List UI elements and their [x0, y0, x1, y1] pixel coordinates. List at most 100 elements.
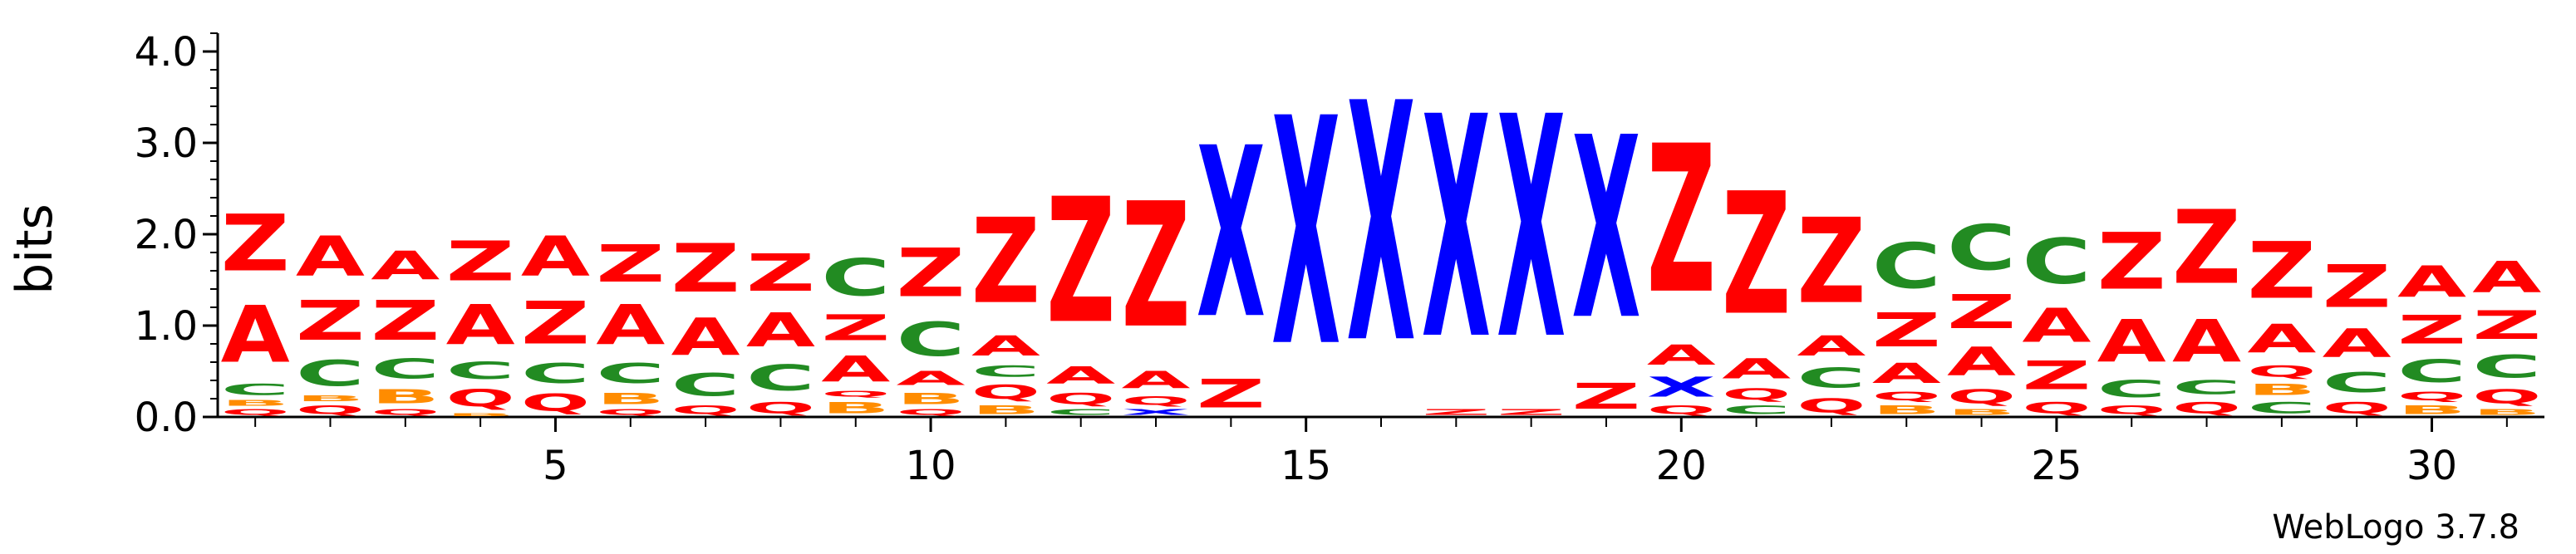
glyph-C: C: [2323, 367, 2392, 399]
glyph-Q: Q: [371, 408, 440, 417]
glyph-Q: Q: [1647, 404, 1716, 417]
glyph-C: C: [671, 367, 740, 404]
glyph-Q: Q: [296, 404, 365, 417]
stack-position-16: X: [1346, 35, 1415, 417]
glyph-Z: Z: [1422, 408, 1491, 417]
glyph-A: A: [1872, 357, 1942, 390]
weblogo-credit: WebLogo 3.7.8: [2272, 508, 2519, 547]
glyph-A: A: [1947, 340, 2016, 385]
glyph-C: C: [2397, 353, 2466, 390]
glyph-Z: Z: [2022, 353, 2091, 399]
glyph-Q: Q: [897, 408, 966, 417]
glyph-Z: Z: [1571, 376, 1640, 417]
glyph-A: A: [2172, 308, 2241, 376]
glyph-Z: Z: [746, 243, 815, 302]
glyph-Q: Q: [1046, 390, 1115, 408]
glyph-Z: Z: [671, 230, 740, 307]
glyph-B: B: [221, 399, 290, 408]
glyph-Q: Q: [2472, 385, 2541, 408]
glyph-A: A: [971, 330, 1041, 362]
glyph-Z: Z: [2097, 216, 2166, 306]
glyph-Q: Q: [2022, 399, 2091, 417]
glyph-Q: Q: [2397, 390, 2466, 403]
glyph-stacks: QBCAZQBCZAQBCZABQCAZQCZAQBCAZQCAZQCAZBQA…: [221, 35, 2542, 418]
glyph-Z: Z: [2323, 253, 2392, 321]
glyph-B: B: [2397, 404, 2466, 417]
glyph-A: A: [2472, 252, 2541, 302]
glyph-A: A: [821, 349, 890, 390]
glyph-A: A: [596, 293, 665, 357]
glyph-Z: Z: [2472, 303, 2541, 349]
x-tick-label: 30: [2406, 443, 2457, 489]
glyph-Z: Z: [521, 290, 590, 358]
glyph-Q: Q: [1797, 395, 1866, 417]
glyph-Q: Q: [2247, 362, 2316, 380]
glyph-Q: Q: [221, 408, 290, 417]
glyph-X: X: [1422, 51, 1491, 406]
glyph-A: A: [1647, 339, 1717, 371]
y-axis-label: bits: [6, 203, 64, 295]
x-tick-label: 10: [906, 443, 956, 489]
x-tick-label: 5: [543, 443, 568, 489]
glyph-X: X: [1497, 51, 1566, 406]
glyph-A: A: [521, 225, 590, 289]
glyph-Q: Q: [671, 404, 740, 417]
glyph-C: C: [2097, 376, 2166, 404]
glyph-C: C: [596, 358, 665, 390]
glyph-C: C: [1722, 404, 1791, 417]
glyph-Q: Q: [1121, 395, 1190, 408]
glyph-Z: Z: [2397, 307, 2466, 353]
glyph-B: B: [971, 404, 1040, 417]
glyph-C: C: [2247, 399, 2316, 417]
glyph-Z: Z: [1046, 163, 1115, 362]
glyph-Z: Z: [1947, 285, 2016, 340]
glyph-A: A: [1797, 330, 1866, 362]
glyph-Z: Z: [1872, 303, 1941, 358]
glyph-Z: Z: [371, 290, 440, 354]
glyph-Q: Q: [1872, 390, 1941, 403]
glyph-A: A: [671, 307, 741, 366]
glyph-A: A: [1121, 366, 1190, 394]
glyph-Z: Z: [2172, 189, 2241, 306]
glyph-B: B: [446, 413, 515, 417]
glyph-Q: Q: [971, 380, 1040, 403]
glyph-Z: Z: [1797, 194, 1866, 331]
glyph-A: A: [2323, 321, 2392, 367]
glyph-Q: Q: [2172, 399, 2241, 417]
glyph-Q: Q: [521, 390, 590, 417]
glyph-C: C: [897, 312, 966, 367]
glyph-X: X: [1197, 99, 1266, 371]
glyph-C: C: [371, 353, 440, 385]
glyph-C: C: [2472, 349, 2541, 385]
glyph-A: A: [1722, 353, 1792, 385]
y-axis: 0.0 1.0 2.0 3.0 4.0: [135, 29, 219, 441]
x-axis: 5 10 15 20 25 30: [218, 415, 2544, 489]
glyph-C: C: [1046, 408, 1115, 417]
glyph-A: A: [2247, 316, 2316, 362]
glyph-X: X: [1271, 53, 1340, 417]
glyph-Z: Z: [221, 198, 290, 288]
glyph-C: C: [446, 358, 515, 385]
glyph-C: C: [2022, 225, 2091, 298]
glyph-Q: Q: [2323, 399, 2392, 417]
glyph-B: B: [1872, 404, 1941, 417]
glyph-A: A: [2397, 257, 2466, 307]
y-tick-label: 0.0: [135, 395, 198, 441]
glyph-A: A: [296, 225, 365, 289]
glyph-C: C: [221, 380, 290, 399]
glyph-Q: Q: [596, 408, 665, 417]
